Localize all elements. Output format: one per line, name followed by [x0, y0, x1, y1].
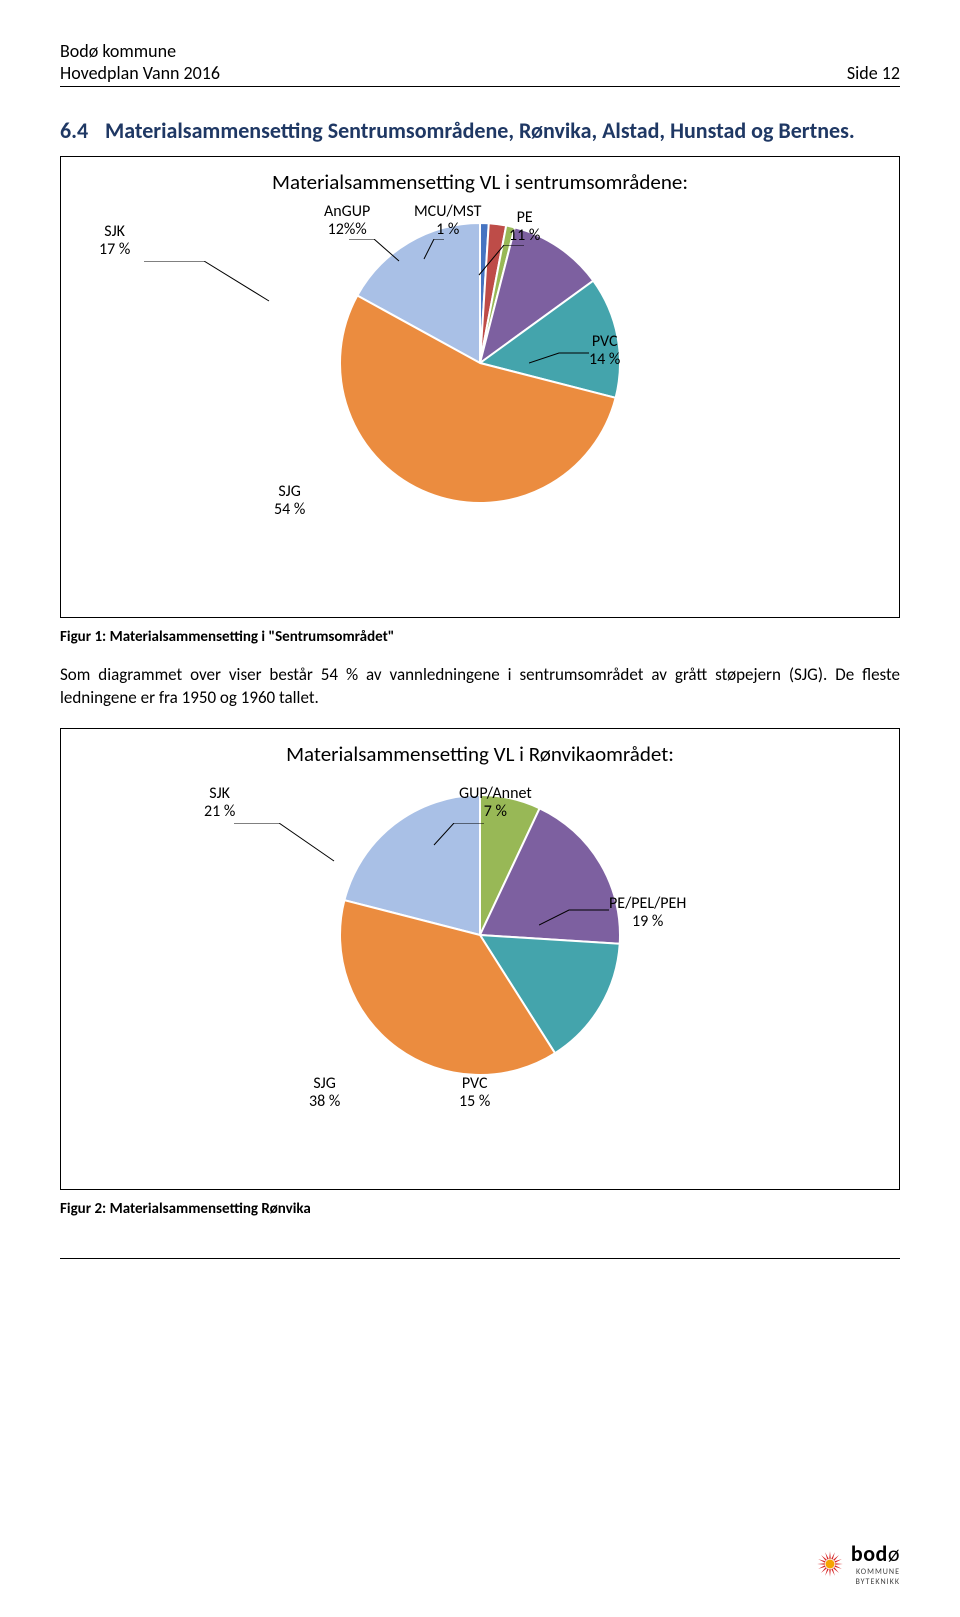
header-doc: Hovedplan Vann 2016	[60, 62, 220, 84]
chart1-lbl-annet-gup: AnGUP12%%	[324, 203, 370, 240]
chart1-lbl-sjk: SJK17 %	[99, 223, 130, 260]
logo-sub1: KOMMUNE	[851, 1567, 900, 1577]
chart2-box: Materialsammensetting VL i Rønvikaområde…	[60, 728, 900, 1190]
chart1-leader-sjk	[134, 261, 274, 311]
chart1-leader-pvc	[529, 348, 599, 368]
header-page: Side 12	[847, 62, 900, 84]
chart2-lbl-gup: GUP/Annet7 %	[459, 785, 532, 822]
chart1-title: Materialsammensetting VL i sentrumsområd…	[79, 169, 881, 195]
section-heading: 6.4 Materialsammensetting Sentrumsområde…	[60, 117, 900, 144]
chart1-lbl-mcu: MCU/MST1 %	[414, 203, 481, 240]
chart1-leader-mcu	[419, 239, 459, 269]
section-title: Materialsammensetting Sentrumsområdene, …	[105, 117, 855, 144]
chart1-box: Materialsammensetting VL i sentrumsområd…	[60, 156, 900, 618]
chart1-caption: Figur 1: Materialsammensetting i "Sentru…	[60, 628, 900, 646]
chart2-leader-sjk	[224, 823, 344, 873]
chart1-leader-pe	[474, 245, 534, 285]
chart1-leader-gup	[349, 239, 419, 279]
chart2-title: Materialsammensetting VL i Rønvikaområde…	[79, 741, 881, 767]
chart2-lbl-pe: PE/PEL/PEH19 %	[609, 895, 686, 932]
chart2-lbl-sjg: SJG38 %	[309, 1075, 340, 1112]
footer-rule	[60, 1258, 900, 1259]
chart1-lbl-pe: PE11 %	[509, 209, 540, 246]
chart2-caption: Figur 2: Materialsammensetting Rønvika	[60, 1200, 900, 1218]
logo-text: bodø	[851, 1540, 900, 1567]
chart1-lbl-sjg: SJG54 %	[274, 483, 305, 520]
section-number: 6.4	[60, 117, 100, 144]
chart2-lbl-sjk: SJK21 %	[204, 785, 235, 822]
chart2-leader-pe	[539, 905, 619, 930]
chart2-lbl-pvc: PVC15 %	[459, 1075, 490, 1112]
sun-icon	[815, 1549, 845, 1579]
paragraph1: Som diagrammet over viser består 54 % av…	[60, 664, 900, 710]
chart2-leader-gup	[429, 823, 499, 853]
header-row: Hovedplan Vann 2016 Side 12	[60, 62, 900, 87]
footer-logo: bodø KOMMUNE BYTEKNIKK	[815, 1540, 900, 1587]
header-org: Bodø kommune	[60, 40, 900, 62]
chart2-area: SJK21 % GUP/Annet7 % PE/PEL/PEH19 % PVC1…	[79, 775, 881, 1165]
logo-sub2: BYTEKNIKK	[851, 1577, 900, 1587]
chart1-area: SJK17 % AnGUP12%% MCU/MST1 % PE11 % PVC1…	[79, 203, 881, 593]
